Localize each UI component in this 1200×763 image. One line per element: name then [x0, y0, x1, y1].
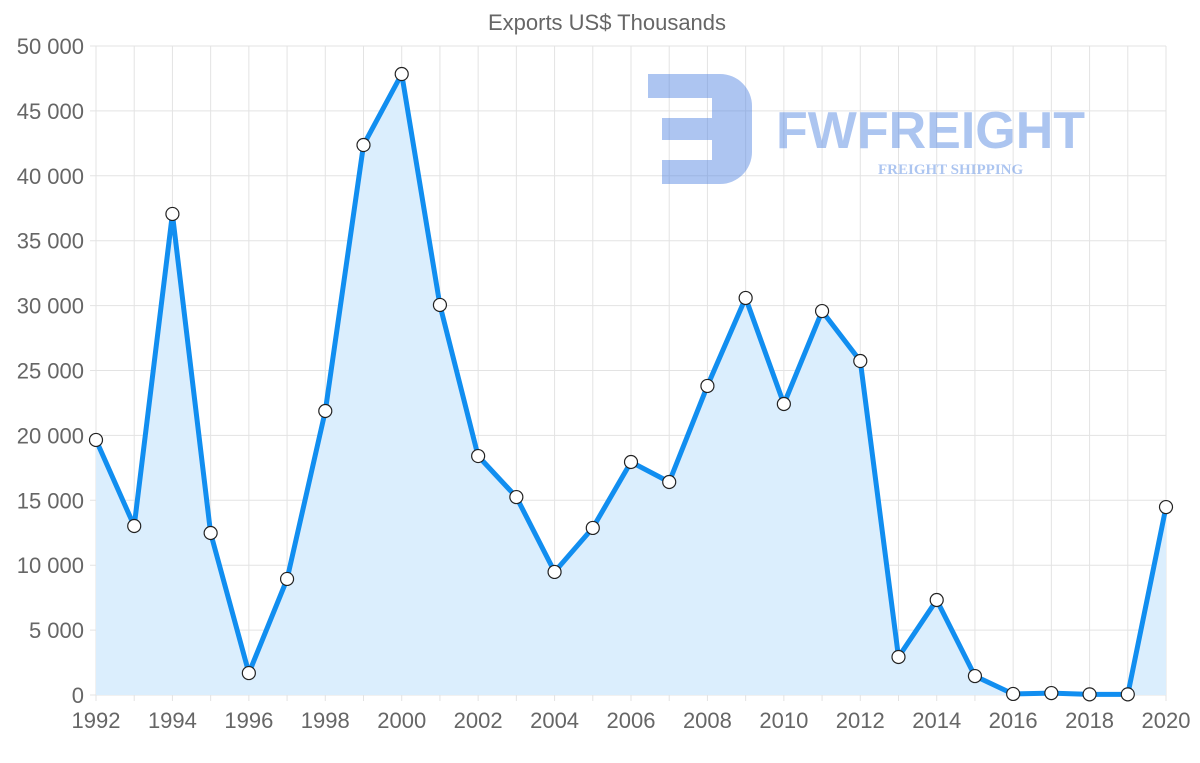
x-tick-label: 1994 [148, 708, 197, 733]
x-tick-label: 2000 [377, 708, 426, 733]
y-tick-label: 25 000 [17, 359, 84, 384]
data-point[interactable] [356, 137, 371, 153]
data-point[interactable] [700, 378, 715, 394]
data-point[interactable] [241, 665, 256, 681]
data-point[interactable] [1158, 499, 1174, 515]
svg-text:FREIGHT SHIPPING: FREIGHT SHIPPING [878, 162, 1023, 178]
data-point[interactable] [1120, 687, 1135, 702]
y-tick-label: 45 000 [17, 99, 84, 124]
y-tick-label: 35 000 [17, 229, 84, 254]
x-tick-label: 2008 [683, 708, 732, 733]
x-tick-label: 1998 [301, 708, 350, 733]
data-point[interactable] [738, 290, 753, 306]
x-tick-label: 2016 [989, 708, 1038, 733]
x-tick-label: 1992 [72, 708, 121, 733]
data-point[interactable] [814, 303, 830, 319]
data-point[interactable] [929, 592, 944, 608]
area-fill [96, 74, 1166, 695]
data-point[interactable] [88, 432, 104, 448]
data-point[interactable] [1006, 686, 1021, 702]
x-tick-label: 2018 [1065, 708, 1114, 733]
y-tick-label: 20 000 [17, 423, 84, 448]
x-tick-label: 2010 [759, 708, 808, 733]
data-point[interactable] [279, 571, 295, 587]
data-point[interactable] [662, 474, 677, 490]
chart-title: Exports US$ Thousands [488, 10, 726, 35]
y-tick-label: 30 000 [17, 294, 84, 319]
data-point[interactable] [127, 518, 142, 534]
x-tick-label: 1996 [224, 708, 273, 733]
data-point[interactable] [471, 448, 486, 464]
data-point[interactable] [165, 206, 180, 222]
data-point[interactable] [432, 297, 448, 313]
y-tick-label: 10 000 [17, 553, 84, 578]
data-point[interactable] [509, 489, 524, 505]
data-point[interactable] [1044, 685, 1059, 701]
y-axis-ticks: 0 5 000 10 000 15 000 20 000 25 000 30 000 35 0… [17, 34, 84, 708]
y-tick-label: 0 [72, 683, 84, 708]
data-point[interactable] [547, 564, 562, 580]
data-point[interactable] [776, 396, 791, 412]
x-tick-label: 2014 [912, 708, 961, 733]
data-point[interactable] [318, 403, 333, 419]
x-tick-label: 2012 [836, 708, 885, 733]
x-tick-label: 2006 [607, 708, 656, 733]
y-tick-label: 50 000 [17, 34, 84, 59]
x-tick-label: 2020 [1142, 708, 1191, 733]
y-tick-label: 40 000 [17, 164, 84, 189]
y-tick-label: 15 000 [17, 488, 84, 513]
data-point[interactable] [623, 454, 639, 470]
data-point[interactable] [203, 525, 218, 541]
data-point[interactable] [585, 520, 600, 536]
data-point[interactable] [891, 649, 906, 665]
watermark-logo: FWFREIGHT FREIGHT SHIPPING [648, 74, 1085, 184]
data-point[interactable] [967, 668, 983, 684]
svg-text:FWFREIGHT: FWFREIGHT [776, 102, 1085, 160]
x-tick-label: 2002 [454, 708, 503, 733]
data-point[interactable] [394, 66, 409, 82]
data-points [88, 66, 1174, 702]
x-axis-ticks: 1992 1994 1996 1998 2000 2002 2004 2006 2008 2010… [72, 708, 1191, 733]
y-tick-label: 5 000 [29, 618, 84, 643]
data-point[interactable] [1082, 687, 1097, 702]
x-tick-label: 2004 [530, 708, 579, 733]
data-point[interactable] [853, 353, 868, 369]
